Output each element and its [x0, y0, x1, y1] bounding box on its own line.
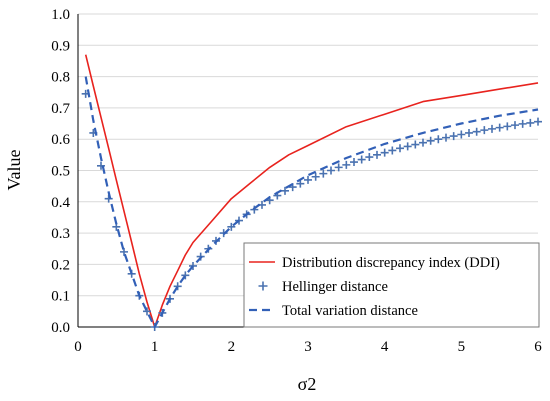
hellinger-point: [311, 172, 320, 181]
hellinger-point: [281, 186, 289, 195]
hellinger-point: [342, 160, 351, 169]
x-axis-title: σ2: [298, 374, 317, 394]
hellinger-point: [327, 166, 335, 175]
y-tick-label: 0.9: [51, 38, 70, 54]
hellinger-point: [143, 307, 151, 316]
hellinger-point: [442, 133, 450, 142]
hellinger-point: [189, 261, 197, 270]
y-tick-labels: 0.0 0.1 0.2 0.3 0.4 0.5 0.6 0.7 0.8 0.9 1.0: [51, 7, 70, 336]
hellinger-point: [534, 117, 542, 126]
hellinger-point: [296, 179, 305, 188]
hellinger-point: [173, 282, 182, 291]
hellinger-point: [373, 150, 381, 159]
hellinger-point: [495, 123, 504, 132]
hellinger-point: [350, 158, 358, 167]
hellinger-point: [457, 130, 466, 139]
hellinger-point: [503, 122, 512, 131]
legend-items: Distribution discrepancy index (DDI) Hell…: [249, 255, 500, 319]
hellinger-point: [488, 124, 496, 133]
ddi-line: [84, 54, 539, 328]
x-tick-label: 6: [534, 339, 542, 355]
hellinger-point: [227, 222, 236, 231]
hellinger-point: [480, 126, 489, 135]
hellinger-point: [472, 127, 481, 136]
legend: Distribution discrepancy index (DDI) Hell…: [243, 242, 540, 328]
legend-item: Total variation distance: [249, 303, 418, 319]
hellinger-point: [403, 142, 412, 151]
series-plus-markers: [81, 89, 542, 331]
hellinger-point: [388, 146, 397, 155]
hellinger-point: [357, 155, 366, 164]
hellinger-point: [304, 175, 312, 184]
y-tick-label: 0.0: [51, 320, 70, 336]
x-tick-label: 0: [74, 339, 82, 355]
hellinger-point: [365, 153, 374, 162]
hellinger-point: [426, 136, 435, 145]
y-axis-title: Value: [4, 149, 24, 190]
x-tick-label: 2: [228, 339, 236, 355]
hellinger-point: [380, 148, 389, 157]
hellinger-point: [526, 118, 535, 127]
y-tick-label: 0.3: [51, 226, 70, 242]
tvd-line: [84, 76, 539, 329]
gridlines: [78, 13, 538, 297]
y-tick-label: 0.2: [51, 257, 70, 273]
hellinger-point: [319, 169, 328, 178]
hellinger-point: [434, 135, 443, 144]
legend-swatch-plus: [258, 281, 268, 291]
legend-item: Distribution discrepancy index (DDI): [249, 255, 500, 271]
hellinger-point: [419, 138, 427, 147]
x-tick-label: 5: [458, 339, 466, 355]
hellinger-point: [181, 271, 190, 280]
hellinger-point: [396, 144, 404, 153]
x-tick-label: 3: [304, 339, 312, 355]
hellinger-point: [334, 163, 343, 172]
legend-item: Hellinger distance: [258, 279, 388, 295]
legend-label: Distribution discrepancy index (DDI): [282, 255, 500, 271]
hellinger-point: [518, 119, 527, 128]
hellinger-point: [449, 132, 458, 141]
series-solid-line: [84, 54, 539, 328]
y-tick-label: 0.7: [51, 101, 70, 117]
hellinger-point: [465, 128, 473, 137]
x-tick-label: 1: [151, 339, 159, 355]
y-tick-label: 1.0: [51, 7, 70, 23]
legend-box: [243, 242, 540, 328]
y-tick-label: 0.6: [51, 132, 70, 148]
series-dashed-line: [84, 76, 539, 329]
plot-area: [81, 54, 542, 331]
y-tick-label: 0.4: [51, 195, 70, 211]
legend-label: Hellinger distance: [282, 279, 388, 295]
y-tick-label: 0.5: [51, 164, 70, 180]
x-tick-label: 4: [381, 339, 389, 355]
x-tick-labels: 0 1 2 3 4 5 6: [74, 339, 542, 355]
y-tick-label: 0.1: [51, 289, 70, 305]
hellinger-point: [511, 121, 519, 130]
legend-label: Total variation distance: [282, 303, 418, 319]
y-tick-label: 0.8: [51, 70, 70, 86]
hellinger-point: [411, 140, 420, 149]
